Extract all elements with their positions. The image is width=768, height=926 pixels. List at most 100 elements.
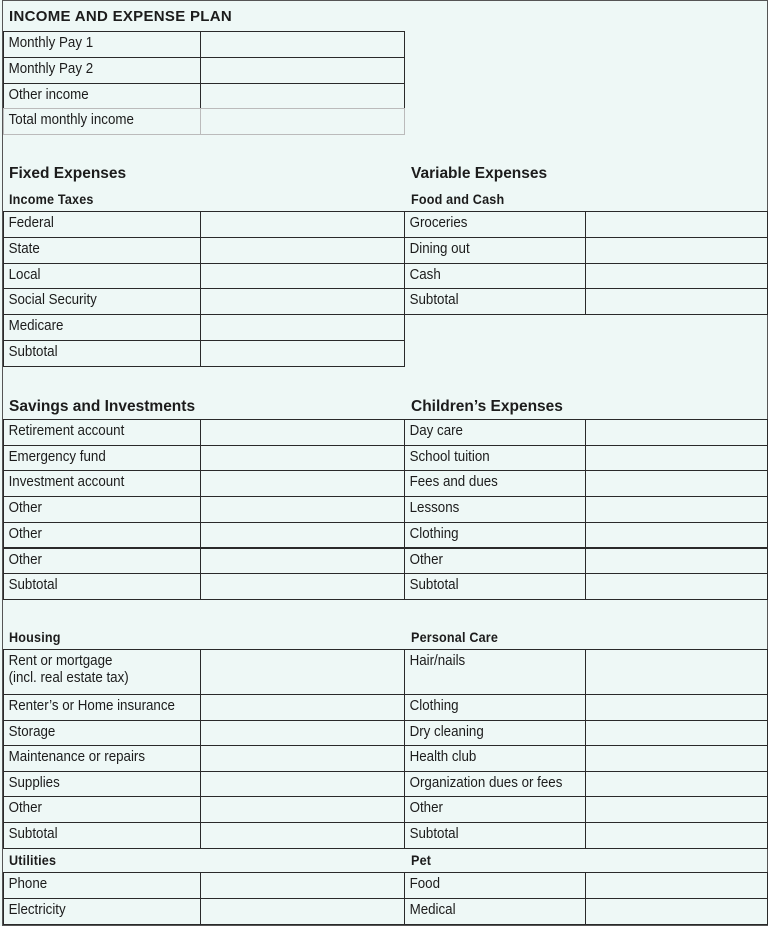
row-label: Local xyxy=(8,266,41,283)
personal-care-amount-field[interactable] xyxy=(585,796,768,823)
row-label: Renter’s or Home insurance xyxy=(8,698,175,714)
personal-care-amount-field[interactable] xyxy=(585,694,768,721)
childrens-expenses-amount-field[interactable] xyxy=(585,521,768,549)
income-taxes-row-label: Local xyxy=(3,262,201,290)
row-label: Total monthly income xyxy=(8,112,134,129)
childrens-expenses-row-label: Clothing xyxy=(404,521,586,549)
childrens-expenses-row-label: Lessons xyxy=(404,496,586,523)
row-label: Lessons xyxy=(409,500,460,517)
food-and-cash-row-label: Subtotal xyxy=(404,288,586,316)
utilities-row-label: Electricity xyxy=(3,898,201,925)
income-taxes-amount-field[interactable] xyxy=(200,340,405,367)
row-label: Clothing xyxy=(409,698,459,714)
food-and-cash-amount-field[interactable] xyxy=(585,236,768,264)
pet-amount-field[interactable] xyxy=(585,898,768,925)
row-label: Social Security xyxy=(8,292,97,309)
savings-row-label: Subtotal xyxy=(3,573,201,600)
savings-amount-field[interactable] xyxy=(200,419,405,446)
housing-row-label: Rent or mortgage (incl. real estate tax) xyxy=(3,649,201,695)
row-label: Maintenance or repairs xyxy=(8,749,146,765)
utilities-amount-field[interactable] xyxy=(200,872,405,899)
childrens-expenses-amount-field[interactable] xyxy=(585,444,768,472)
housing-amount-field[interactable] xyxy=(200,821,405,849)
personal-care-row-label: Subtotal xyxy=(404,821,586,849)
childrens-expenses-row-label: Fees and dues xyxy=(404,470,586,498)
housing-amount-field[interactable] xyxy=(200,770,405,797)
housing-amount-field[interactable] xyxy=(200,745,405,772)
row-label: Fees and dues xyxy=(409,474,498,491)
income-row-label: Monthly Pay 2 xyxy=(3,56,201,84)
page-title: INCOME AND EXPENSE PLAN xyxy=(9,8,233,25)
row-label: Other xyxy=(8,525,42,542)
savings-amount-field[interactable] xyxy=(200,470,405,498)
food-and-cash-amount-field[interactable] xyxy=(585,262,768,290)
utilities-amount-field[interactable] xyxy=(200,898,405,925)
housing-amount-field[interactable] xyxy=(200,796,405,823)
childrens-expenses-amount-field[interactable] xyxy=(585,419,768,446)
income-taxes-row-label: State xyxy=(3,236,201,264)
housing-heading: Housing xyxy=(9,629,61,645)
savings-row-label: Emergency fund xyxy=(3,444,201,472)
personal-care-row-label: Other xyxy=(404,796,586,823)
food-and-cash-amount-field[interactable] xyxy=(585,211,768,238)
row-label: Medical xyxy=(409,902,456,918)
personal-care-amount-field[interactable] xyxy=(585,649,768,695)
savings-amount-field[interactable] xyxy=(200,496,405,523)
row-label: Dry cleaning xyxy=(409,723,484,740)
row-label: Other xyxy=(8,800,42,816)
housing-row-label: Other xyxy=(3,796,201,823)
savings-amount-field[interactable] xyxy=(200,547,405,575)
row-label: Clothing xyxy=(409,525,459,542)
row-label: Cash xyxy=(409,266,441,283)
income-taxes-amount-field[interactable] xyxy=(200,288,405,316)
childrens-expenses-amount-field[interactable] xyxy=(585,470,768,498)
savings-row-label: Other xyxy=(3,521,201,549)
row-label: Electricity xyxy=(8,902,66,918)
row-label: Food xyxy=(409,876,441,892)
childrens-expenses-row-label: Other xyxy=(404,547,586,575)
personal-care-amount-field[interactable] xyxy=(585,719,768,746)
childrens-expenses-row-label: Day care xyxy=(404,419,586,446)
income-taxes-amount-field[interactable] xyxy=(200,236,405,264)
housing-amount-field[interactable] xyxy=(200,694,405,721)
personal-care-amount-field[interactable] xyxy=(585,821,768,849)
income-amount-field[interactable] xyxy=(200,108,405,135)
housing-row-label: Renter’s or Home insurance xyxy=(3,694,201,721)
income-amount-field[interactable] xyxy=(200,31,405,58)
row-label: Supplies xyxy=(8,774,60,791)
childrens-expenses-amount-field[interactable] xyxy=(585,547,768,575)
income-taxes-row-label: Medicare xyxy=(3,314,201,341)
personal-care-amount-field[interactable] xyxy=(585,770,768,797)
income-taxes-amount-field[interactable] xyxy=(200,314,405,341)
row-label: Retirement account xyxy=(8,423,125,439)
income-amount-field[interactable] xyxy=(200,56,405,84)
food-and-cash-heading: Food and Cash xyxy=(411,191,505,207)
income-taxes-row-label: Subtotal xyxy=(3,340,201,367)
row-label: Health club xyxy=(409,749,477,765)
pet-amount-field[interactable] xyxy=(585,872,768,899)
childrens-expenses-heading: Children’s Expenses xyxy=(411,398,563,415)
row-label: Other xyxy=(409,551,443,568)
income-taxes-amount-field[interactable] xyxy=(200,211,405,238)
housing-row-label: Maintenance or repairs xyxy=(3,745,201,772)
savings-amount-field[interactable] xyxy=(200,444,405,472)
income-amount-field[interactable] xyxy=(200,82,405,110)
income-taxes-row-label: Federal xyxy=(3,211,201,238)
housing-amount-field[interactable] xyxy=(200,649,405,695)
personal-care-amount-field[interactable] xyxy=(585,745,768,772)
housing-amount-field[interactable] xyxy=(200,719,405,746)
income-row-label: Total monthly income xyxy=(3,108,201,135)
childrens-expenses-amount-field[interactable] xyxy=(585,496,768,523)
childrens-expenses-row-label: Subtotal xyxy=(404,573,586,600)
food-and-cash-amount-field[interactable] xyxy=(585,288,768,316)
savings-amount-field[interactable] xyxy=(200,521,405,549)
income-taxes-amount-field[interactable] xyxy=(200,262,405,290)
savings-amount-field[interactable] xyxy=(200,573,405,600)
row-label: Subtotal xyxy=(8,344,58,360)
childrens-expenses-amount-field[interactable] xyxy=(585,573,768,600)
income-row-label: Other income xyxy=(3,82,201,110)
row-label: Dining out xyxy=(409,240,470,257)
personal-care-row-label: Health club xyxy=(404,745,586,772)
utilities-heading: Utilities xyxy=(9,852,57,868)
food-and-cash-row-label: Dining out xyxy=(404,236,586,264)
